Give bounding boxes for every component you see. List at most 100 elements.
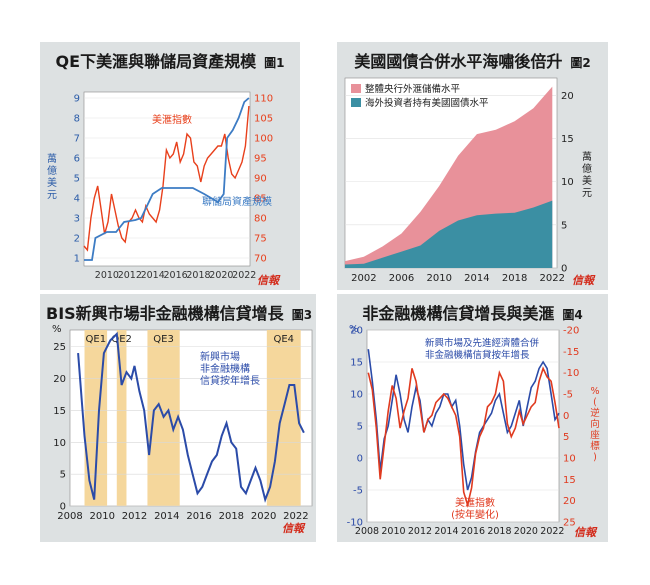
x-tick-label: 2018: [219, 511, 244, 522]
y2-tick-label: 85: [254, 194, 267, 205]
qe-period-label: QE4: [273, 334, 294, 345]
x-tick-label: 2022: [540, 273, 565, 284]
legend-swatch: [351, 98, 361, 107]
y-axis-label-char: 萬: [47, 152, 57, 165]
x-tick-label: 2010: [381, 526, 405, 537]
chart-1: 1234567897075808590951001051102010201220…: [47, 91, 281, 287]
y2-axis-label-char: (: [593, 397, 597, 408]
legend-swatch: [351, 84, 361, 93]
panel-title: 美國國債合併水平海嘯後倍升 圖2: [337, 48, 608, 72]
annotation-text: (按年變化): [451, 508, 499, 521]
x-tick-label: 2020: [514, 526, 538, 537]
y-tick-label: 0: [357, 454, 363, 465]
x-tick-label: 2008: [57, 511, 82, 522]
figure-number: 圖4: [562, 308, 583, 322]
panel-title: BIS新興市場非金融機構信貸增長 圖3: [46, 300, 316, 324]
qe-period-label: QE3: [153, 334, 174, 345]
y-tick-label: 5: [357, 422, 363, 433]
y2-tick-label: 20: [563, 496, 576, 507]
x-tick-label: 2014: [154, 511, 179, 522]
legend-label: 整體央行外滙儲備水平: [365, 83, 461, 95]
figure-number: 圖3: [291, 308, 313, 322]
x-tick-label: 2016: [163, 270, 187, 281]
y2-tick-label: 15: [563, 475, 576, 486]
annotation-text: 信貸按年增長: [200, 374, 260, 387]
y2-tick-label: 110: [254, 94, 273, 105]
x-tick-label: 2002: [351, 273, 376, 284]
y2-tick-label: -15: [563, 347, 579, 358]
source-mark: 信報: [574, 526, 598, 539]
y-tick-label: 25: [53, 342, 66, 353]
x-tick-label: 2018: [186, 270, 210, 281]
y-tick-label: 2: [74, 234, 80, 245]
annotation-text: 非金融機構: [200, 362, 250, 375]
x-tick-label: 2022: [232, 270, 256, 281]
plot-area: [83, 91, 251, 267]
source-mark: 信報: [257, 274, 281, 287]
y-tick-label: 6: [74, 154, 80, 165]
x-tick-label: 2008: [355, 526, 379, 537]
y-axis-label-char: 億: [47, 164, 57, 177]
x-tick-label: 2022: [283, 511, 308, 522]
y-tick-label: 20: [561, 91, 574, 102]
y-axis-label: %: [349, 324, 359, 335]
panel-treasury-reserves: 美國國債合併水平海嘯後倍升 圖2 0 5 10 15 20 2002 2006 2010 2014…: [337, 42, 608, 290]
y2-axis-label-char: %: [590, 386, 599, 397]
panel-title: QE下美滙與聯儲局資產規模 圖1: [40, 48, 300, 72]
series-label-fed-assets: 聯儲局資產規模: [202, 195, 272, 208]
y2-tick-label: 0: [563, 411, 569, 422]
x-tick-label: 2020: [209, 270, 233, 281]
x-tick-label: 2014: [141, 270, 165, 281]
panel-title-text: BIS新興市場非金融機構信貸增長: [46, 304, 284, 323]
y2-tick-label: 105: [254, 114, 273, 125]
chart-2: 0 5 10 15 20 2002 2006 2010 2014 2018 2022 整體央行外滙儲備…: [344, 77, 596, 287]
panel-title-text: QE下美滙與聯儲局資產規模: [55, 52, 257, 71]
y-tick-label: 5: [561, 220, 567, 231]
figure-number: 圖2: [570, 56, 591, 70]
x-tick-label: 2018: [487, 526, 511, 537]
series-line-dollar-index: [83, 105, 250, 252]
y-tick-label: 15: [561, 134, 574, 145]
y-tick-label: 20: [350, 326, 363, 337]
x-tick-label: 2014: [464, 273, 489, 284]
y-tick-label: 5: [60, 470, 66, 481]
y-tick-label: 9: [74, 94, 80, 105]
y2-tick-label: -20: [563, 326, 579, 337]
panel-title-text: 美國國債合併水平海嘯後倍升: [354, 52, 563, 71]
y2-tick-label: -5: [563, 390, 573, 401]
y-tick-label: -10: [347, 518, 363, 529]
y-tick-label: 0: [561, 264, 567, 275]
x-tick-label: 2016: [186, 511, 211, 522]
y-tick-label: -5: [353, 486, 363, 497]
x-tick-label: 2010: [90, 511, 115, 522]
panel-credit-vs-dollar: 非金融機構信貸增長與美滙 圖4 -10 -5 0 5 10 15 20 -20 -15 -10 -5 0…: [337, 294, 608, 542]
y-axis-label-char: 美: [47, 176, 57, 189]
area-foreign-treasury-holdings: [345, 200, 553, 268]
y2-tick-label: 10: [563, 454, 576, 465]
y-tick-label: 8: [74, 114, 80, 125]
y2-tick-label: 75: [254, 234, 267, 245]
figure-number: 圖1: [264, 56, 285, 70]
x-tick-label: 2018: [502, 273, 527, 284]
legend-label: 海外投資者持有美國國債水平: [365, 97, 489, 109]
panel-title: 非金融機構信貸增長與美滙 圖4: [337, 300, 608, 324]
qe-period-band: [116, 330, 127, 506]
x-tick-label: 2006: [389, 273, 414, 284]
y2-tick-label: 95: [254, 154, 267, 165]
x-tick-label: 2020: [251, 511, 276, 522]
y2-axis-label-char: ): [593, 452, 597, 463]
series-line-dollar-change: [367, 366, 560, 508]
y2-tick-label: 80: [254, 214, 267, 225]
y-tick-label: 5: [74, 174, 80, 185]
y-tick-label: 10: [350, 390, 363, 401]
y2-axis-label-char: 向: [590, 418, 600, 430]
series-line-credit-growth: [77, 331, 305, 503]
annotation-text: 新興市場及先進經濟體合併: [425, 337, 540, 349]
y-tick-label: 20: [53, 374, 66, 385]
y2-tick-label: -10: [563, 368, 579, 379]
qe-period-label: QE1: [86, 334, 107, 345]
y-tick-label: 10: [561, 177, 574, 188]
y-axis-label: %: [52, 324, 62, 335]
x-tick-label: 2010: [95, 270, 119, 281]
